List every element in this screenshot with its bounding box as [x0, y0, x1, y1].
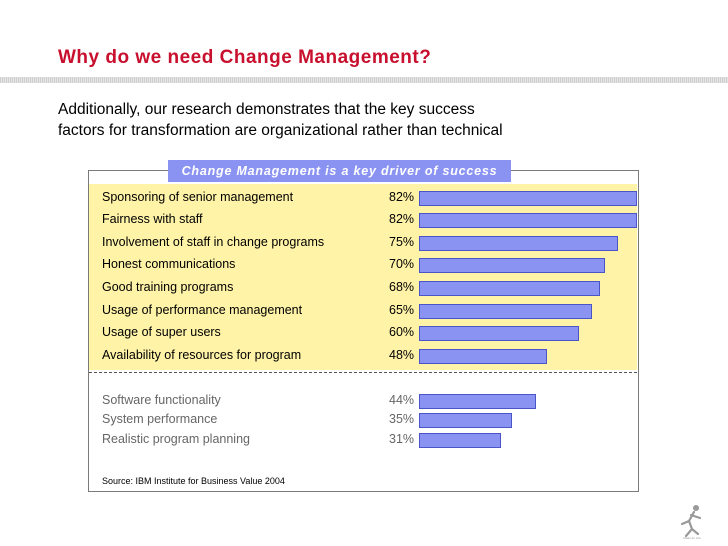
bar: [419, 235, 618, 251]
subtitle-line-1: Additionally, our research demonstrates …: [58, 101, 475, 118]
bar-value-label: 75%: [389, 234, 415, 249]
bar-value-label: 82%: [389, 189, 415, 204]
bar-value-label: 60%: [389, 325, 415, 340]
running-figure-logo-icon: Made for Life: [680, 505, 702, 540]
bar-value-label: 35%: [389, 412, 415, 426]
bar-label: Usage of super users: [102, 325, 221, 340]
group-divider: [89, 372, 637, 373]
bar: [419, 190, 637, 206]
bar-value-label: 82%: [389, 212, 415, 227]
bar: [419, 280, 600, 296]
bar-label: Fairness with staff: [102, 212, 203, 227]
bar-label: Realistic program planning: [102, 431, 250, 446]
bar-label: Good training programs: [102, 279, 234, 294]
slide-subtitle: Additionally, our research demonstrates …: [58, 99, 658, 141]
bar-label: Honest communications: [102, 257, 236, 272]
bar: [419, 432, 501, 448]
title-divider: [0, 77, 728, 83]
bar-value-label: 31%: [389, 431, 415, 446]
bar: [419, 303, 592, 319]
bar-value-label: 65%: [389, 302, 415, 317]
bar-value-label: 70%: [389, 257, 415, 272]
bar-label: Involvement of staff in change programs: [102, 234, 325, 249]
slide-title: Why do we need Change Management?: [58, 47, 432, 68]
bar-value-label: 44%: [389, 392, 415, 407]
bar: [419, 213, 637, 229]
bar: [419, 326, 579, 342]
bar: [419, 413, 512, 428]
bar: [419, 348, 547, 364]
bar-value-label: 48%: [389, 347, 415, 362]
bar-label: Usage of performance management: [102, 302, 303, 317]
subtitle-line-2: factors for transformation are organizat…: [58, 122, 503, 139]
bar-label: Sponsoring of senior management: [102, 189, 294, 204]
svg-text:Made for Life: Made for Life: [683, 536, 701, 540]
bar-label: Availability of resources for program: [102, 347, 302, 362]
source-note: Source: IBM Institute for Business Value…: [102, 476, 285, 486]
bar: [419, 393, 536, 409]
bar: [419, 258, 605, 274]
bar-value-label: 68%: [389, 279, 415, 294]
bar-label: Software functionality: [102, 392, 221, 407]
chart-title: Change Management is a key driver of suc…: [168, 160, 511, 182]
bar-label: System performance: [102, 412, 218, 426]
